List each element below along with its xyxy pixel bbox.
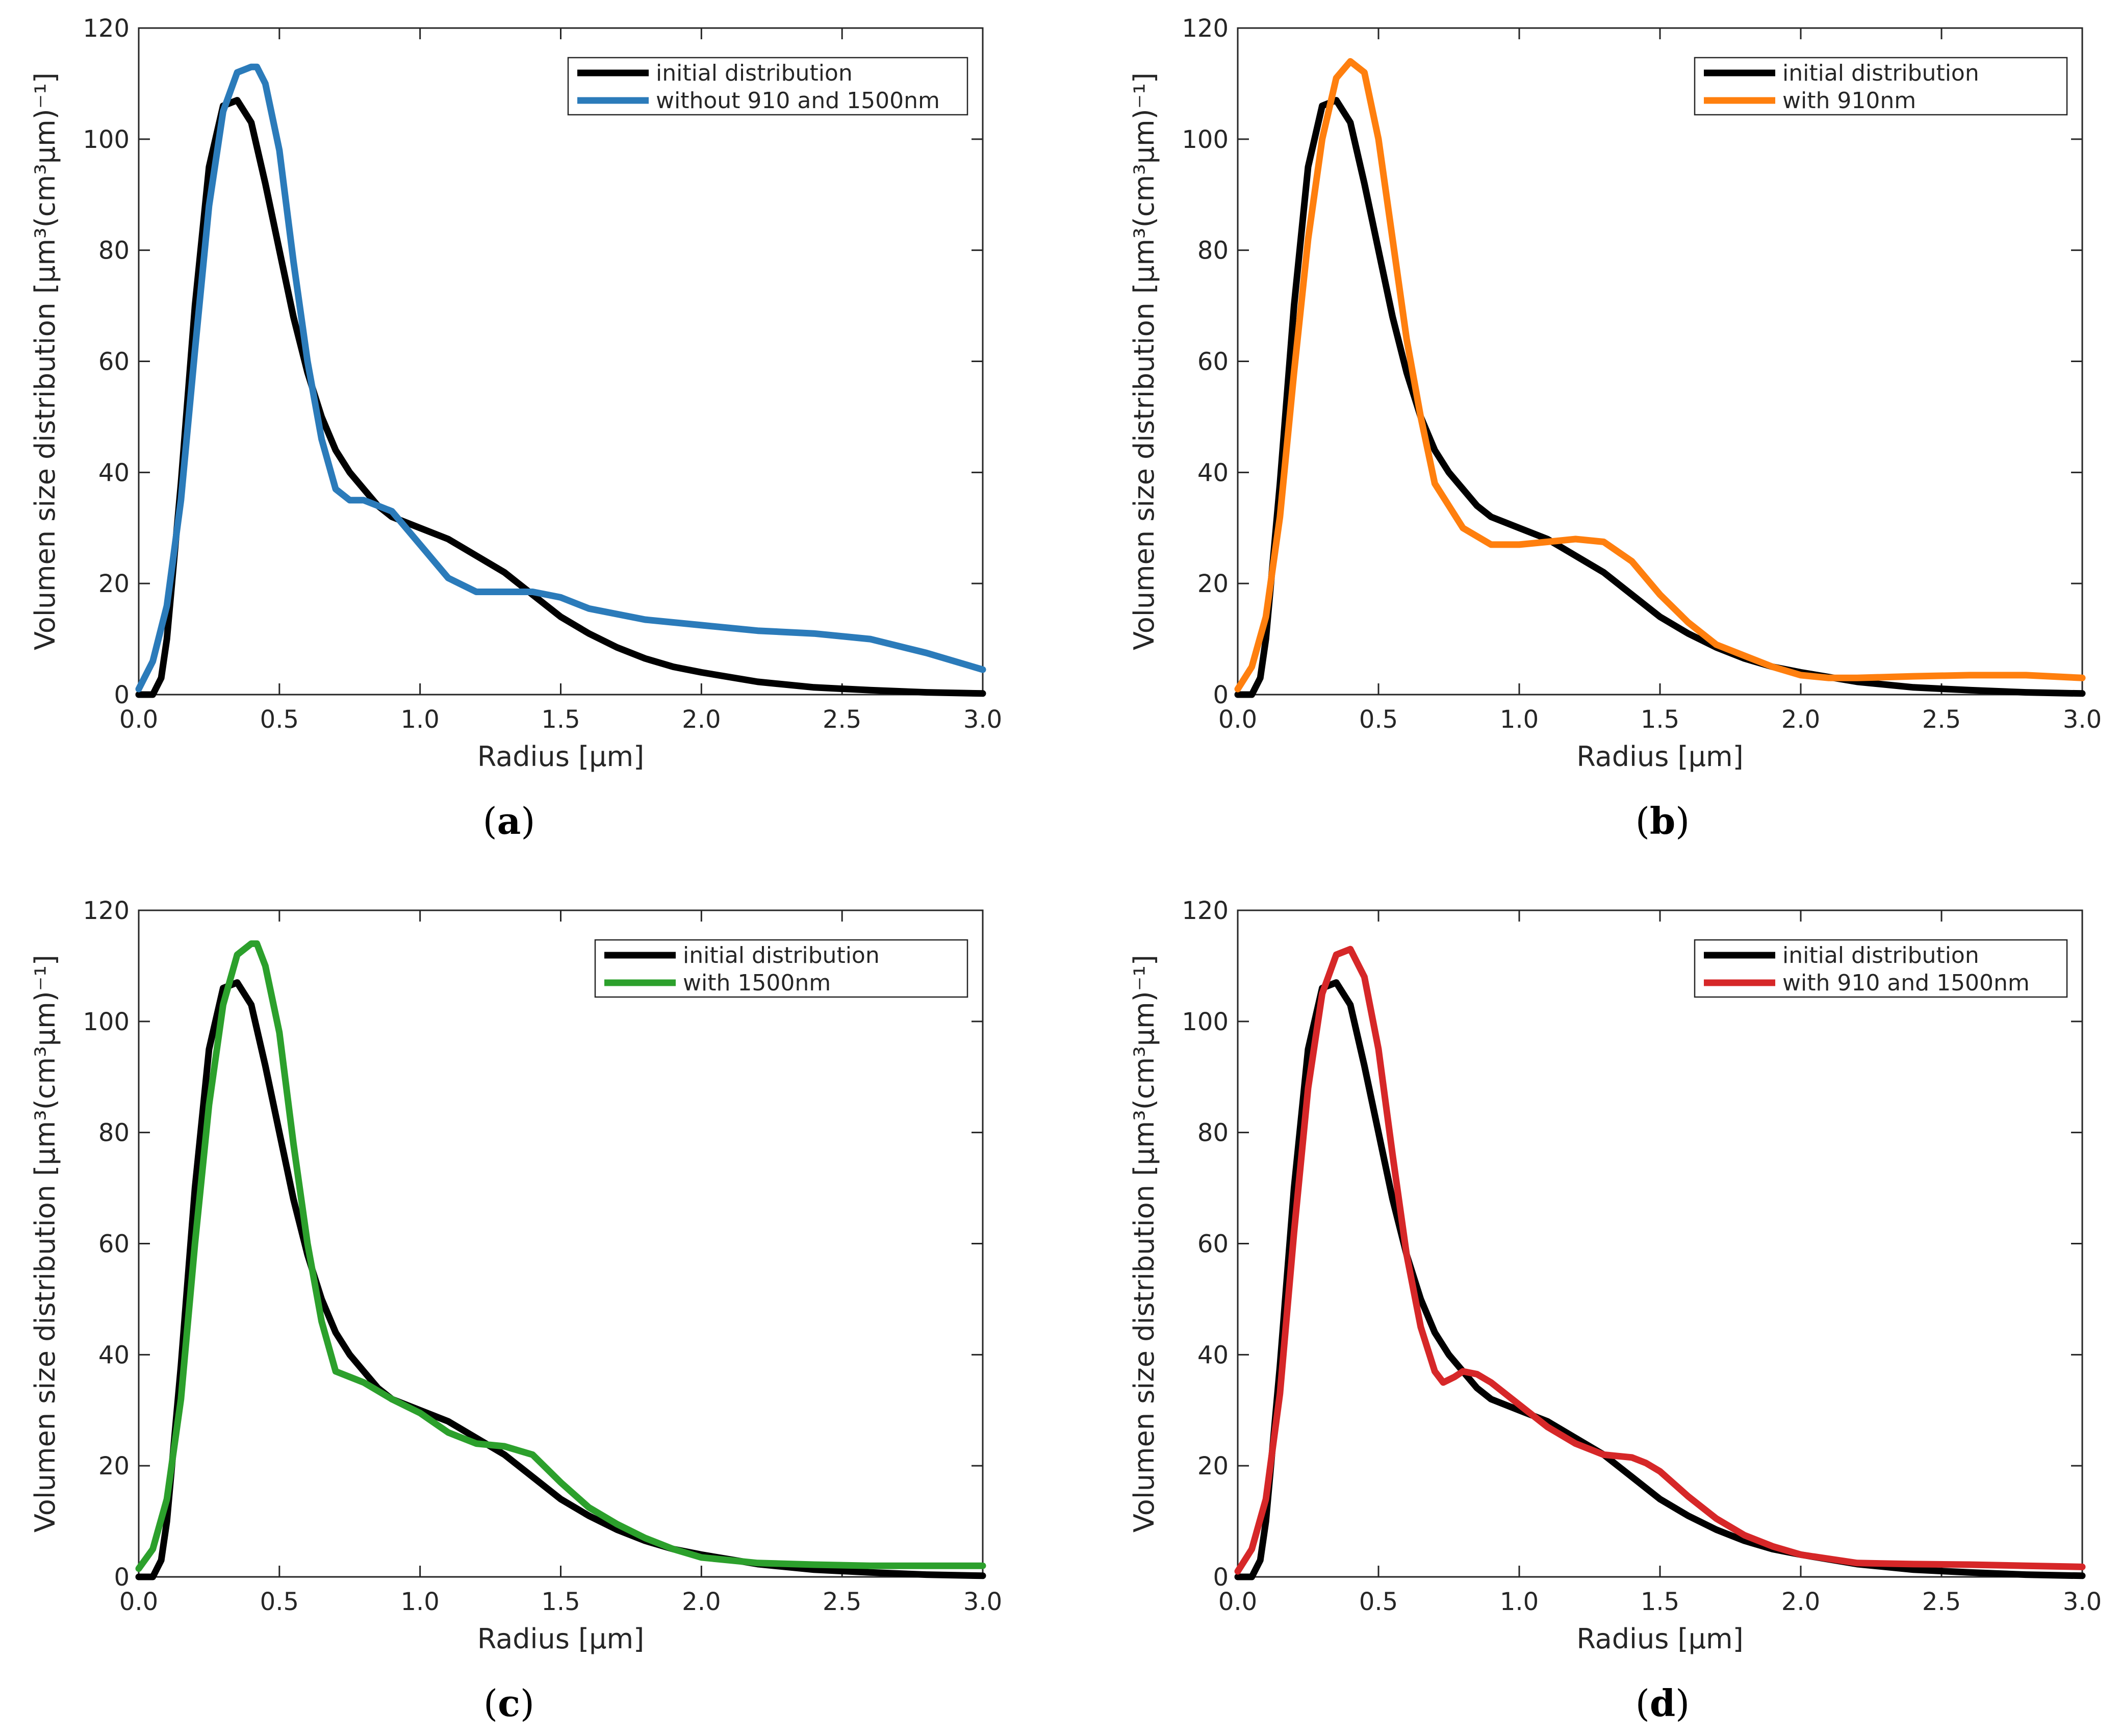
- y-tick-label: 40: [1197, 458, 1229, 487]
- x-tick-label: 0.0: [119, 705, 158, 734]
- y-tick-label: 100: [1182, 125, 1229, 154]
- y-tick-label: 120: [83, 897, 130, 925]
- legend-entry-label: initial distribution: [683, 942, 880, 968]
- y-axis-label: Volumen size distribution [μm³(cm³μm)⁻¹]: [1128, 955, 1160, 1533]
- y-axis-label: Volumen size distribution [μm³(cm³μm)⁻¹]: [29, 955, 61, 1533]
- y-tick-label: 100: [1182, 1008, 1229, 1036]
- legend-box: [1694, 57, 2068, 116]
- y-tick-label: 80: [1197, 1119, 1229, 1147]
- y-axis-label: Volumen size distribution [μm³(cm³μm)⁻¹]: [1128, 72, 1160, 650]
- plot-area-frame: [1237, 909, 2083, 1578]
- y-tick-label: 80: [1197, 237, 1229, 265]
- x-axis-label: Radius [μm]: [477, 1623, 644, 1655]
- x-tick-label: 3.0: [2063, 1588, 2102, 1616]
- x-axis-label: Radius [μm]: [477, 741, 644, 773]
- x-tick-label: 1.0: [1500, 705, 1539, 734]
- chart-panel-a: 0.0 0.5 1.0 1.5 2.0 2.5 3.0 0 20 40 60 80 100 120 Radi…: [29, 14, 1002, 843]
- x-tick-label: 0.5: [260, 705, 299, 734]
- y-tick-label: 120: [1182, 897, 1229, 925]
- y-tick-label: 60: [1197, 348, 1229, 376]
- legend-entry-label: without 910 and 1500nm: [656, 88, 940, 114]
- x-tick-label: 2.5: [823, 1588, 861, 1616]
- x-tick-label: 2.0: [1781, 705, 1820, 734]
- chart-panel-b: 0.0 0.5 1.0 1.5 2.0 2.5 3.0 0 20 40 60 80 100 120 Radi…: [1128, 14, 2102, 843]
- x-axis-label: Radius [μm]: [1576, 1623, 1743, 1655]
- series-line-variant: [135, 940, 986, 1572]
- x-tick-label: 0.5: [1359, 1588, 1398, 1616]
- y-tick-label: 20: [1197, 570, 1229, 598]
- y-tick-label: 60: [98, 1230, 130, 1259]
- x-tick-label: 3.0: [963, 1588, 1002, 1616]
- y-tick-label: 0: [1213, 681, 1229, 709]
- x-tick-label: 2.0: [682, 705, 721, 734]
- y-tick-label: 40: [98, 458, 130, 487]
- x-tick-label: 3.0: [963, 705, 1002, 734]
- x-tick-label: 2.5: [1922, 1588, 1961, 1616]
- legend-entry-label: with 1500nm: [683, 970, 831, 996]
- x-tick-label: 1.5: [1641, 1588, 1679, 1616]
- y-tick-label: 80: [98, 237, 130, 265]
- y-tick-label: 100: [83, 1008, 130, 1036]
- x-tick-label: 0.5: [260, 1588, 299, 1616]
- y-tick-label: 60: [98, 348, 130, 376]
- legend-entry-label: initial distribution: [1782, 60, 1979, 86]
- y-tick-label: 100: [83, 125, 130, 154]
- y-tick-label: 40: [98, 1341, 130, 1369]
- x-tick-label: 1.0: [400, 1588, 439, 1616]
- y-tick-label: 20: [1197, 1452, 1229, 1480]
- x-tick-label: 2.0: [682, 1588, 721, 1616]
- panel-caption: (d): [1636, 1681, 1690, 1725]
- y-tick-label: 0: [1213, 1563, 1229, 1592]
- y-tick-label: 120: [1182, 14, 1229, 43]
- x-tick-label: 2.0: [1781, 1588, 1820, 1616]
- y-axis-label: Volumen size distribution [μm³(cm³μm)⁻¹]: [29, 72, 61, 650]
- plot-area-frame: [138, 909, 984, 1578]
- legend-entry-label: initial distribution: [656, 60, 853, 86]
- x-tick-label: 1.5: [1641, 705, 1679, 734]
- y-tick-label: 120: [83, 14, 130, 43]
- panel-caption: (a): [483, 799, 535, 843]
- x-tick-label: 0.5: [1359, 705, 1398, 734]
- legend-box: [594, 939, 968, 998]
- legend-box: [1694, 939, 2068, 998]
- x-tick-label: 0.0: [119, 1588, 158, 1616]
- y-tick-label: 60: [1197, 1230, 1229, 1259]
- x-tick-label: 2.5: [1922, 705, 1961, 734]
- series-line-variant: [1234, 946, 2086, 1575]
- x-tick-label: 0.0: [1218, 1588, 1257, 1616]
- y-tick-label: 40: [1197, 1341, 1229, 1369]
- legend-entry-label: with 910 and 1500nm: [1782, 970, 2030, 996]
- series-line-initial: [135, 97, 986, 698]
- y-tick-label: 80: [98, 1119, 130, 1147]
- x-tick-label: 2.5: [823, 705, 861, 734]
- x-tick-label: 1.0: [400, 705, 439, 734]
- chart-panel-c: 0.0 0.5 1.0 1.5 2.0 2.5 3.0 0 20 40 60 80 100 120 Radi…: [29, 897, 1002, 1725]
- legend-entry-label: initial distribution: [1782, 942, 1979, 968]
- panel-caption: (b): [1636, 799, 1690, 843]
- series-line-variant: [1234, 58, 2086, 693]
- y-tick-label: 0: [114, 681, 130, 709]
- x-tick-label: 0.0: [1218, 705, 1257, 734]
- x-tick-label: 3.0: [2063, 705, 2102, 734]
- legend-box: [567, 57, 968, 116]
- x-tick-label: 1.5: [541, 1588, 580, 1616]
- y-tick-label: 0: [114, 1563, 130, 1592]
- panel-caption: (c): [483, 1681, 534, 1725]
- chart-panel-d: 0.0 0.5 1.0 1.5 2.0 2.5 3.0 0 20 40 60 80 100 120 Radi…: [1128, 897, 2102, 1725]
- series-line-variant: [135, 63, 986, 693]
- x-axis-label: Radius [μm]: [1576, 741, 1743, 773]
- x-tick-label: 1.5: [541, 705, 580, 734]
- y-tick-label: 20: [98, 1452, 130, 1480]
- x-tick-label: 1.0: [1500, 1588, 1539, 1616]
- y-tick-label: 20: [98, 570, 130, 598]
- legend-entry-label: with 910nm: [1782, 88, 1916, 114]
